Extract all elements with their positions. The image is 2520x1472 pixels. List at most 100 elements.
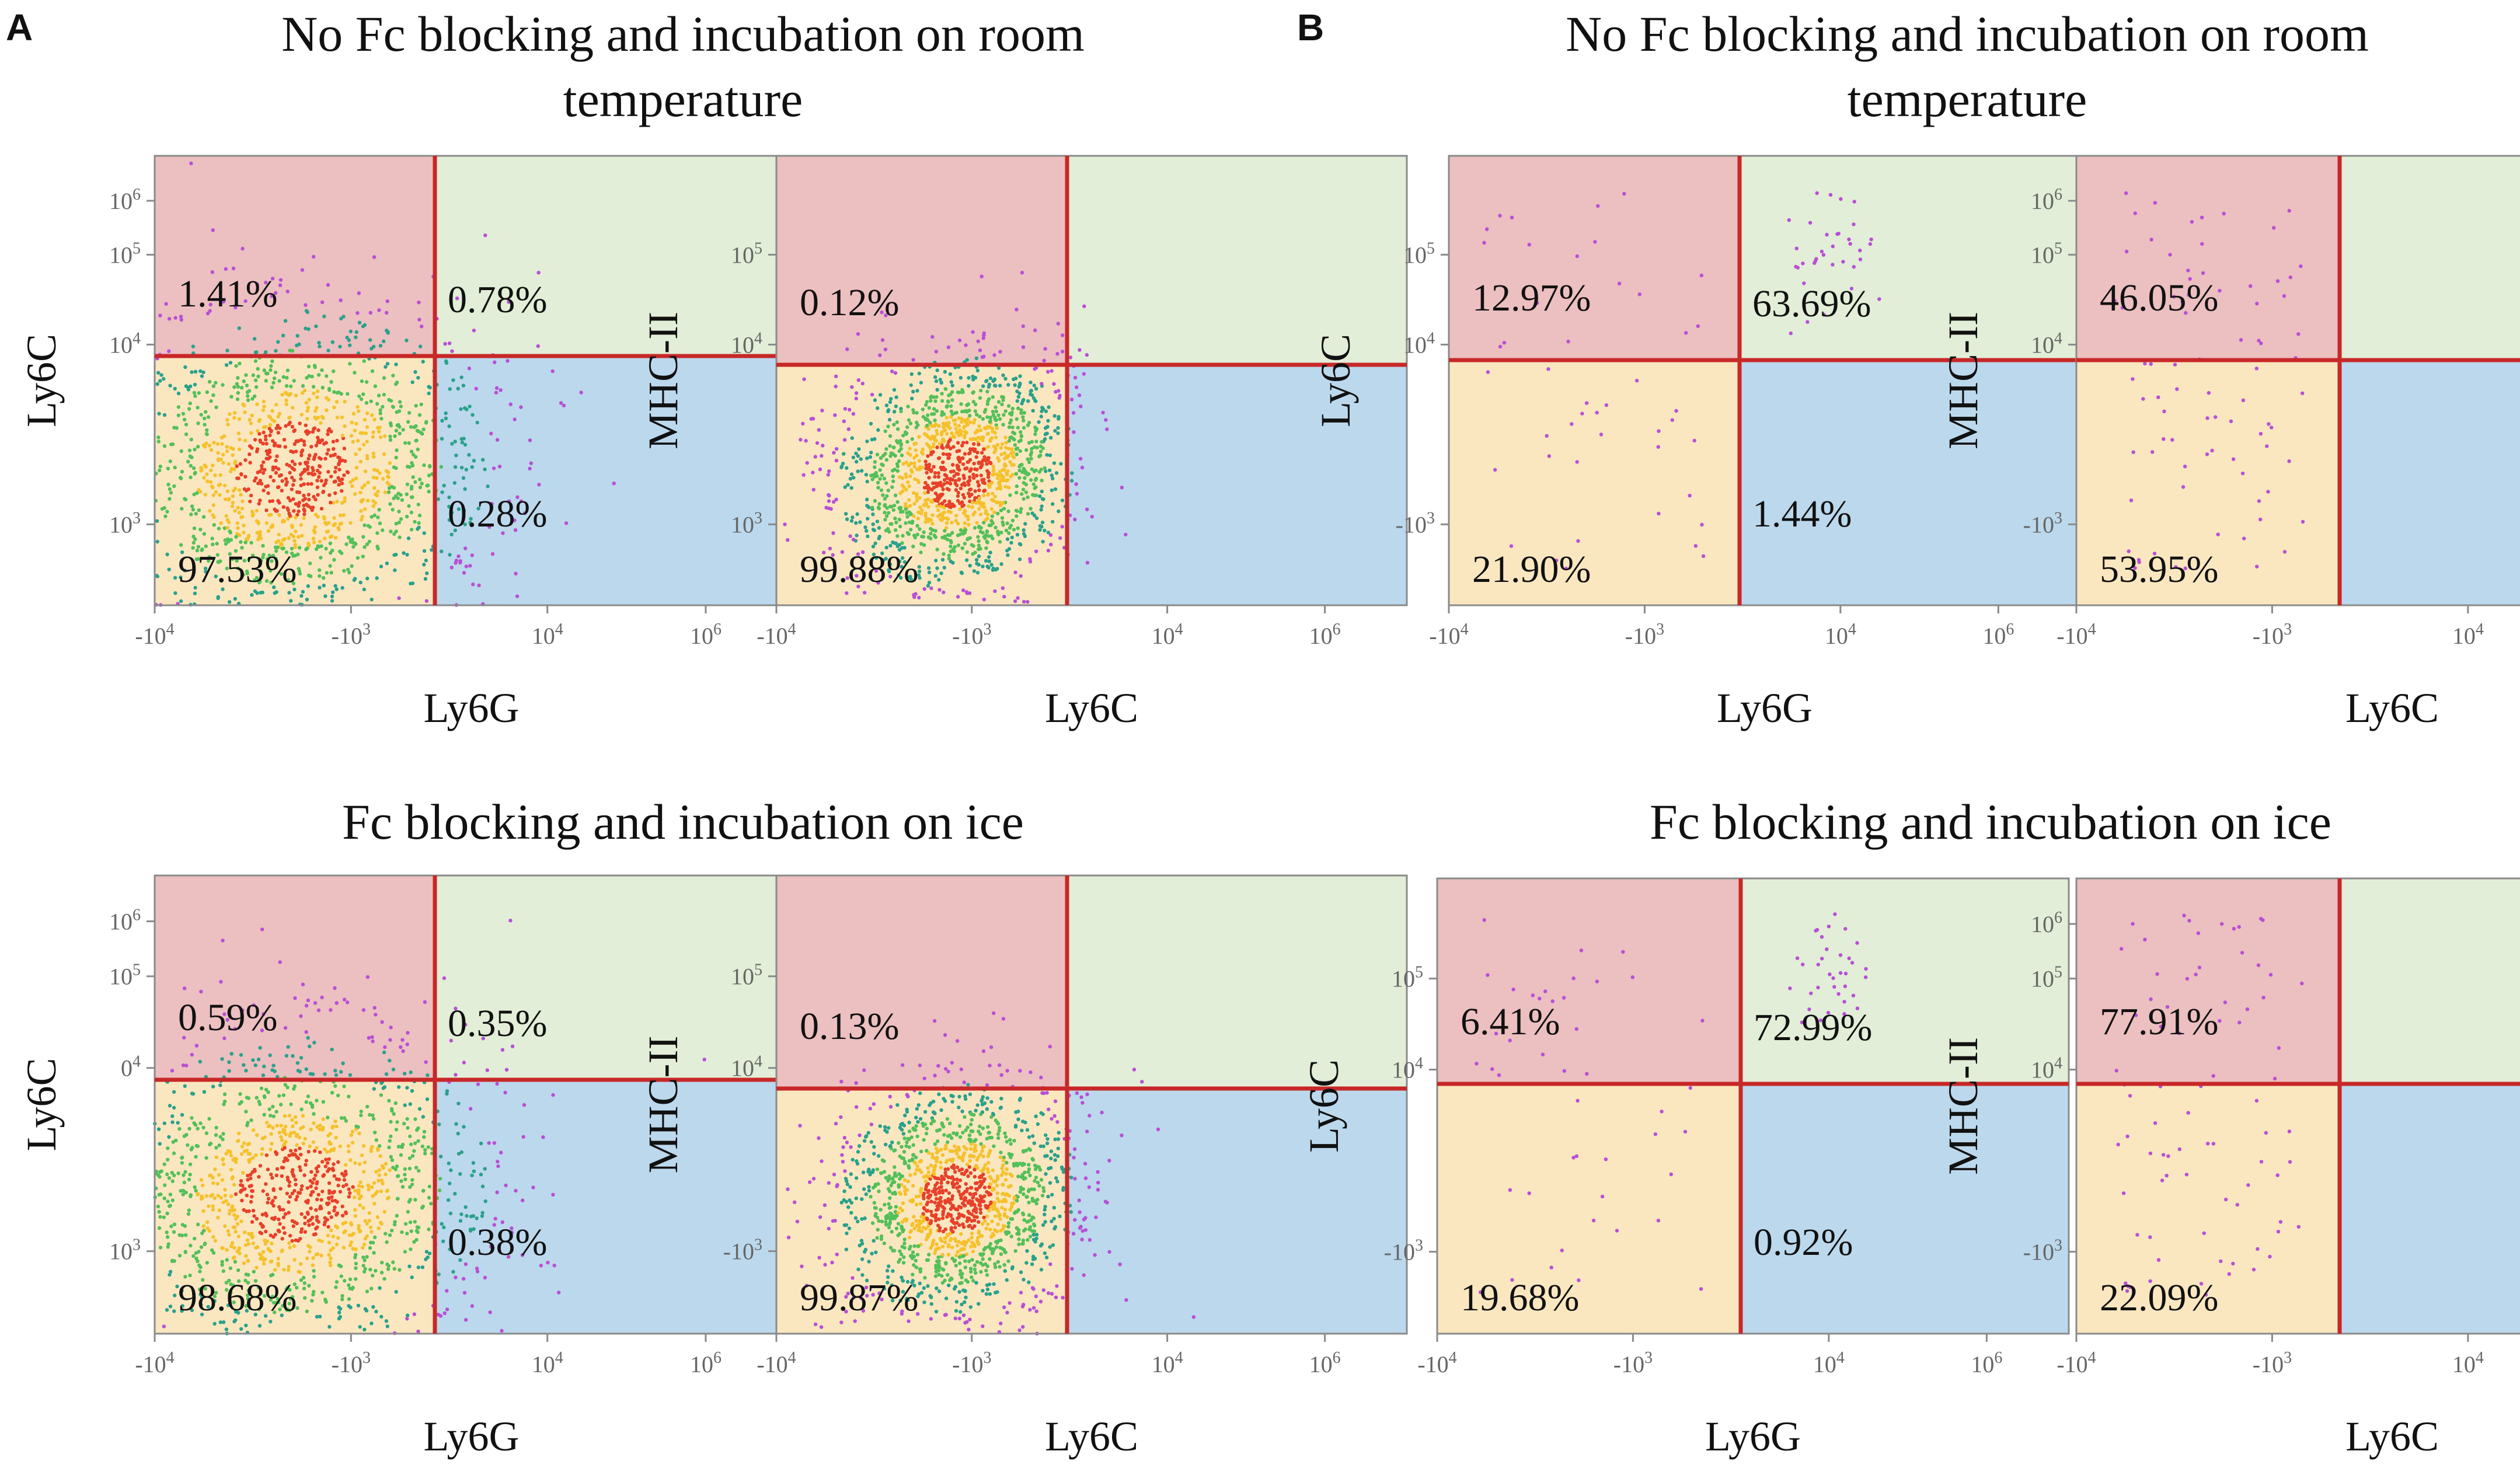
event xyxy=(945,476,950,480)
event xyxy=(284,384,289,388)
event xyxy=(1020,1128,1024,1133)
event xyxy=(284,1156,288,1160)
event xyxy=(267,553,271,557)
event xyxy=(279,572,284,576)
event xyxy=(954,514,958,518)
event xyxy=(834,374,838,378)
event xyxy=(274,465,278,470)
event xyxy=(2186,268,2190,273)
event xyxy=(541,1135,545,1139)
event xyxy=(358,580,363,585)
event xyxy=(1015,484,1019,489)
quadrant-percent-tl: 12.97% xyxy=(1472,277,1591,319)
event xyxy=(856,1150,860,1154)
event xyxy=(242,403,246,407)
event xyxy=(2133,566,2137,570)
event xyxy=(883,511,887,515)
event xyxy=(971,552,975,556)
event xyxy=(891,445,896,449)
event xyxy=(957,477,961,482)
event xyxy=(262,1112,266,1117)
event xyxy=(208,1142,212,1147)
event xyxy=(960,483,964,487)
event xyxy=(251,373,255,377)
event xyxy=(306,1150,311,1154)
event xyxy=(1082,304,1086,308)
event xyxy=(353,1214,357,1218)
event xyxy=(950,431,954,435)
event xyxy=(186,1143,190,1147)
event xyxy=(409,1142,413,1146)
event xyxy=(341,1246,346,1250)
event xyxy=(1510,215,1514,219)
event xyxy=(198,1059,202,1064)
event xyxy=(1831,263,1835,267)
event xyxy=(363,417,367,422)
event xyxy=(156,1204,161,1209)
event xyxy=(1656,445,1660,449)
event xyxy=(919,542,923,546)
event xyxy=(269,1297,273,1302)
event xyxy=(1030,447,1034,451)
event xyxy=(979,389,983,393)
event xyxy=(1017,391,1022,396)
event xyxy=(221,587,225,591)
event xyxy=(285,1086,290,1090)
event xyxy=(422,549,427,553)
event xyxy=(329,1256,333,1261)
event xyxy=(988,550,992,554)
event xyxy=(321,1126,325,1130)
event xyxy=(235,1222,240,1226)
event xyxy=(271,439,275,443)
event xyxy=(299,1187,304,1192)
event xyxy=(372,1087,376,1091)
event xyxy=(946,510,950,514)
event xyxy=(991,395,995,399)
event xyxy=(483,1199,487,1204)
event xyxy=(998,482,1002,486)
event xyxy=(1027,420,1031,425)
event xyxy=(379,417,384,421)
event xyxy=(817,428,821,432)
event xyxy=(218,493,222,497)
event xyxy=(943,529,947,533)
event xyxy=(182,986,187,990)
event xyxy=(259,559,263,563)
event xyxy=(210,1248,214,1253)
event xyxy=(388,434,392,439)
event xyxy=(416,1329,420,1334)
event xyxy=(363,1327,367,1332)
event xyxy=(193,1236,197,1241)
event xyxy=(1040,382,1044,386)
event xyxy=(211,1251,216,1255)
event xyxy=(364,401,369,405)
event xyxy=(191,1091,196,1096)
event xyxy=(255,402,259,406)
event xyxy=(905,511,909,515)
event xyxy=(299,413,304,417)
event xyxy=(1057,389,1061,393)
event xyxy=(963,1097,968,1101)
event xyxy=(872,552,876,557)
event xyxy=(267,414,271,418)
event xyxy=(286,1045,290,1049)
event xyxy=(381,528,385,532)
event xyxy=(359,1113,363,1118)
event xyxy=(376,515,380,519)
event xyxy=(391,1260,395,1264)
event xyxy=(1034,1114,1038,1118)
event xyxy=(307,374,311,378)
event xyxy=(1026,457,1030,461)
event xyxy=(427,391,431,396)
event xyxy=(346,470,350,475)
event xyxy=(259,1086,264,1090)
event xyxy=(183,365,187,369)
event xyxy=(926,505,930,509)
event xyxy=(936,508,940,512)
event xyxy=(214,1146,218,1150)
event xyxy=(416,376,420,380)
event xyxy=(2180,300,2184,304)
event xyxy=(920,508,924,512)
event xyxy=(989,534,994,538)
event xyxy=(399,517,403,521)
